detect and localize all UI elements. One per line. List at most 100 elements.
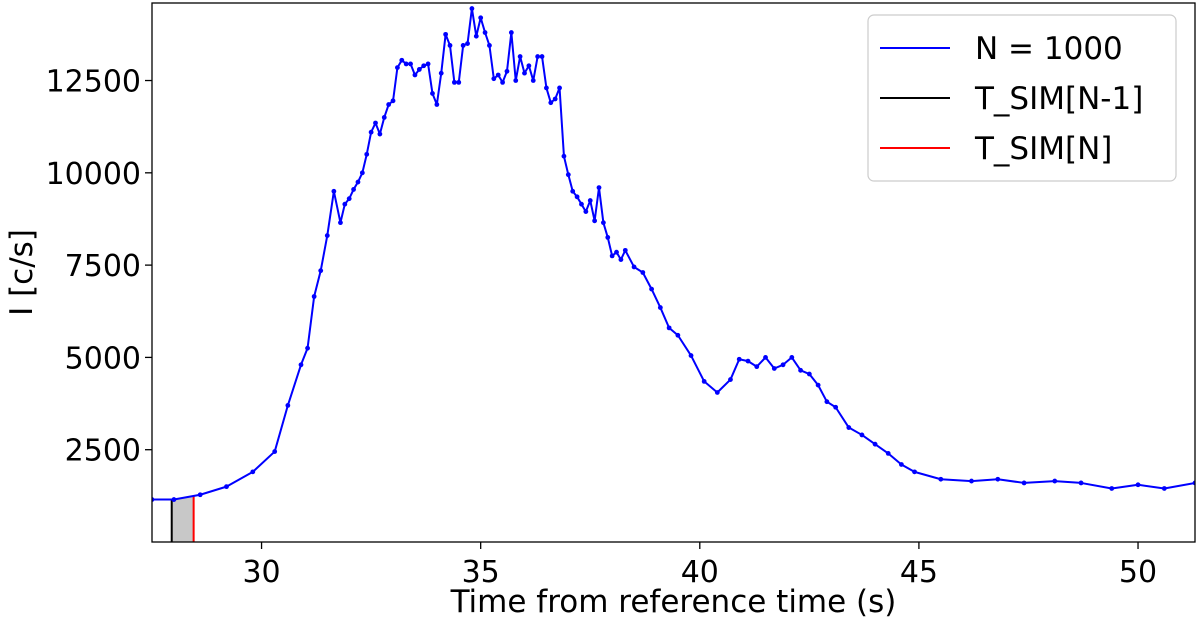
- data-point: [364, 151, 370, 157]
- data-point: [359, 170, 365, 176]
- data-point: [824, 399, 830, 405]
- data-point: [395, 65, 400, 71]
- data-point: [640, 270, 646, 275]
- legend-label-n1000: N = 1000: [975, 31, 1123, 67]
- data-point: [224, 484, 229, 490]
- data-point: [574, 194, 580, 200]
- data-point: [338, 220, 343, 226]
- data-point: [754, 364, 760, 370]
- data-point: [456, 79, 462, 85]
- y-tick-label: 7500: [65, 249, 141, 284]
- data-point: [548, 100, 554, 106]
- data-point: [438, 70, 444, 76]
- y-tick-label: 5000: [65, 341, 141, 376]
- data-point: [381, 115, 387, 120]
- data-point: [465, 41, 470, 47]
- data-point: [324, 233, 330, 238]
- data-point: [557, 85, 562, 91]
- x-tick-label: 30: [242, 555, 280, 590]
- data-point: [1161, 486, 1167, 491]
- y-tick-label: 12500: [46, 65, 141, 100]
- data-point: [491, 76, 497, 82]
- data-point: [482, 30, 488, 35]
- data-point: [592, 218, 598, 224]
- data-point: [443, 31, 449, 37]
- data-point: [487, 43, 492, 48]
- data-point: [714, 390, 720, 395]
- data-point: [649, 286, 654, 292]
- data-point: [535, 54, 541, 59]
- data-point: [728, 377, 733, 382]
- data-point: [570, 188, 576, 194]
- data-point: [745, 358, 751, 364]
- data-point: [386, 102, 392, 107]
- data-point: [609, 253, 615, 259]
- data-point: [513, 78, 519, 83]
- data-point: [600, 220, 606, 226]
- x-tick-label: 45: [900, 555, 938, 590]
- data-point: [622, 247, 628, 253]
- data-point: [346, 196, 352, 202]
- data-point: [425, 61, 431, 67]
- data-point: [451, 79, 457, 85]
- data-point: [1078, 480, 1084, 486]
- y-axis-label: I [c/s]: [4, 229, 40, 316]
- data-point: [478, 15, 484, 21]
- data-point: [447, 43, 453, 48]
- data-point: [614, 249, 619, 255]
- data-point: [373, 120, 378, 126]
- data-point: [416, 67, 422, 72]
- data-point: [596, 185, 602, 190]
- data-point: [544, 85, 549, 91]
- plot-frame: [151, 2, 1196, 543]
- data-point: [305, 345, 310, 351]
- data-point: [1021, 480, 1027, 486]
- data-point: [579, 201, 584, 207]
- x-axis-label: Time from reference time (s): [450, 584, 897, 619]
- data-point: [898, 462, 904, 467]
- legend: N = 1000 T_SIM[N-1] T_SIM[N]: [867, 14, 1177, 182]
- x-tick-label: 50: [1119, 555, 1157, 590]
- data-point: [434, 102, 440, 107]
- data-point: [298, 362, 304, 368]
- data-point: [605, 235, 611, 240]
- data-point: [701, 379, 707, 384]
- data-point: [885, 450, 891, 456]
- data-point: [311, 294, 317, 299]
- data-point: [859, 432, 865, 438]
- data-point: [539, 54, 545, 59]
- data-point: [583, 209, 589, 214]
- data-point: [872, 441, 878, 447]
- data-point: [780, 362, 786, 368]
- data-point: [351, 187, 356, 192]
- data-point: [399, 57, 405, 63]
- data-point: [403, 61, 409, 67]
- data-point: [412, 72, 418, 78]
- data-point: [526, 63, 532, 69]
- data-point: [530, 78, 536, 83]
- data-point: [460, 43, 466, 48]
- data-point: [197, 492, 203, 498]
- plot-area: [152, 6, 1195, 542]
- data-point: [500, 79, 505, 85]
- data-point: [331, 188, 337, 194]
- data-point: [771, 366, 777, 371]
- data-point: [938, 476, 944, 482]
- data-point: [666, 325, 672, 331]
- data-point: [390, 98, 396, 104]
- data-point: [250, 469, 256, 475]
- data-point: [430, 91, 435, 96]
- plot-content: [152, 6, 1195, 542]
- data-point: [631, 264, 637, 270]
- data-point: [1135, 482, 1141, 488]
- data-point: [995, 476, 1001, 482]
- data-point: [318, 268, 324, 274]
- data-point: [285, 403, 291, 408]
- axes: 30 35 40 45 50 2500 5000 7500 10000 12500: [46, 2, 1196, 590]
- shaded-interval: [171, 495, 194, 542]
- data-point: [272, 449, 278, 454]
- x-tick-label: 40: [681, 555, 719, 590]
- data-point: [508, 30, 514, 35]
- data-point: [355, 179, 361, 185]
